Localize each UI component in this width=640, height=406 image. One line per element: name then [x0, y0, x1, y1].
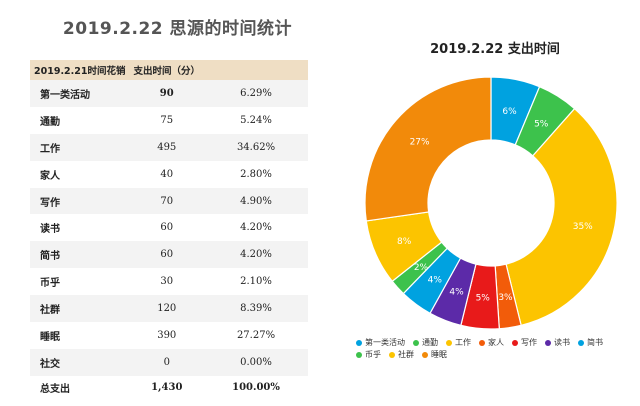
- page-title: 2019.2.22 思源的时间统计: [62, 19, 293, 39]
- legend-label: 简书: [587, 338, 603, 347]
- legend-color-dot: [578, 339, 584, 346]
- total-minutes: 1,430: [129, 375, 205, 400]
- chart-title: 2019.2.22 支出时间: [430, 42, 560, 57]
- column-header-category: 2019.2.21时间花销: [30, 60, 130, 80]
- row-percent: 8.39%: [204, 295, 308, 323]
- slice-label: 5%: [534, 119, 549, 129]
- time-stats-table: 2019.2.21时间花销 支出时间（分） 第一类活动 90 6.29% 通勤 75 5.…: [30, 60, 308, 400]
- row-minutes: 495: [129, 133, 205, 161]
- row-percent: 6.29%: [204, 80, 308, 107]
- row-minutes: 30: [129, 268, 205, 296]
- row-minutes: 390: [129, 322, 205, 349]
- row-percent: 4.20%: [204, 214, 308, 242]
- row-minutes: 0: [129, 348, 205, 376]
- row-minutes: 40: [129, 160, 205, 188]
- row-percent: 27.27%: [204, 322, 308, 349]
- row-percent: 5.24%: [204, 106, 308, 134]
- legend-item: 币乎: [356, 349, 381, 361]
- row-category: 第一类活动: [30, 80, 130, 107]
- row-percent: 0.00%: [204, 348, 308, 376]
- legend-item: 社群: [389, 349, 414, 361]
- table-row: 通勤 75 5.24%: [30, 106, 308, 134]
- legend-label: 币乎: [365, 350, 381, 359]
- legend-item: 读书: [545, 337, 570, 349]
- legend-label: 写作: [521, 338, 537, 347]
- row-category: 家人: [30, 160, 130, 188]
- legend-label: 睡眠: [431, 350, 447, 359]
- table-row: 读书 60 4.20%: [30, 214, 308, 242]
- legend-color-dot: [446, 339, 452, 346]
- row-minutes: 120: [129, 295, 205, 323]
- legend-color-dot: [545, 339, 551, 346]
- legend-item: 睡眠: [422, 349, 447, 361]
- table-header-row: 2019.2.21时间花销 支出时间（分）: [30, 60, 308, 80]
- row-percent: 4.20%: [204, 241, 308, 269]
- row-category: 社群: [30, 295, 130, 323]
- donut-slice: [505, 107, 618, 327]
- slice-label: 6%: [502, 107, 517, 117]
- slice-label: 35%: [573, 222, 593, 232]
- row-percent: 2.80%: [204, 160, 308, 188]
- legend-label: 读书: [554, 338, 570, 347]
- legend-label: 第一类活动: [365, 338, 405, 347]
- slice-label: 3%: [498, 293, 513, 303]
- row-category: 睡眠: [30, 322, 130, 349]
- column-header-minutes: 支出时间（分）: [129, 60, 205, 80]
- donut-slice: [364, 76, 492, 222]
- legend-item: 写作: [512, 337, 537, 349]
- legend-item: 工作: [446, 337, 471, 349]
- legend-color-dot: [512, 339, 518, 346]
- table-row: 简书 60 4.20%: [30, 241, 308, 269]
- slice-label: 2%: [414, 263, 429, 273]
- column-header-percent: [204, 60, 308, 80]
- legend-color-dot: [413, 339, 419, 346]
- legend-color-dot: [356, 339, 362, 346]
- donut-chart: 6% 5% 35% 3% 5% 4% 4% 2% 8% 27%: [364, 76, 618, 330]
- table-row: 社群 120 8.39%: [30, 295, 308, 323]
- slice-label: 4%: [428, 275, 443, 285]
- legend-item: 简书: [578, 337, 603, 349]
- row-category: 简书: [30, 241, 130, 269]
- chart-legend: 第一类活动 通勤 工作 家人 写作 读书 简书币乎 社群 睡眠: [356, 337, 626, 361]
- row-category: 社交: [30, 348, 130, 376]
- total-percent: 100.00%: [204, 375, 308, 400]
- legend-label: 工作: [455, 338, 471, 347]
- legend-label: 社群: [398, 350, 414, 359]
- row-percent: 2.10%: [204, 268, 308, 296]
- legend-color-dot: [389, 351, 395, 358]
- table-total-row: 总支出 1,430 100.00%: [30, 375, 308, 400]
- table-row: 第一类活动 90 6.29%: [30, 80, 308, 107]
- legend-item: 家人: [479, 337, 504, 349]
- legend-color-dot: [356, 351, 362, 358]
- slice-label: 4%: [449, 287, 464, 297]
- legend-color-dot: [422, 351, 428, 358]
- row-category: 币乎: [30, 268, 130, 296]
- legend-item: 第一类活动: [356, 337, 405, 349]
- legend-label: 通勤: [422, 338, 438, 347]
- table-row: 工作 495 34.62%: [30, 133, 308, 161]
- total-label: 总支出: [30, 375, 130, 400]
- table-row: 写作 70 4.90%: [30, 187, 308, 215]
- table-row: 币乎 30 2.10%: [30, 268, 308, 296]
- row-category: 写作: [30, 187, 130, 215]
- legend-item: 通勤: [413, 337, 438, 349]
- row-category: 工作: [30, 133, 130, 161]
- row-minutes: 75: [129, 106, 205, 134]
- row-category: 通勤: [30, 106, 130, 134]
- legend-color-dot: [479, 339, 485, 346]
- row-minutes: 60: [129, 214, 205, 242]
- row-minutes: 60: [129, 241, 205, 269]
- row-minutes: 90: [129, 80, 205, 107]
- row-percent: 4.90%: [204, 187, 308, 215]
- slice-label: 27%: [410, 138, 430, 148]
- table-row: 社交 0 0.00%: [30, 348, 308, 376]
- row-minutes: 70: [129, 187, 205, 215]
- table-row: 家人 40 2.80%: [30, 160, 308, 188]
- slice-label: 8%: [397, 237, 412, 247]
- row-percent: 34.62%: [204, 133, 308, 161]
- table-row: 睡眠 390 27.27%: [30, 322, 308, 349]
- slice-label: 5%: [476, 294, 491, 304]
- row-category: 读书: [30, 214, 130, 242]
- legend-label: 家人: [488, 338, 504, 347]
